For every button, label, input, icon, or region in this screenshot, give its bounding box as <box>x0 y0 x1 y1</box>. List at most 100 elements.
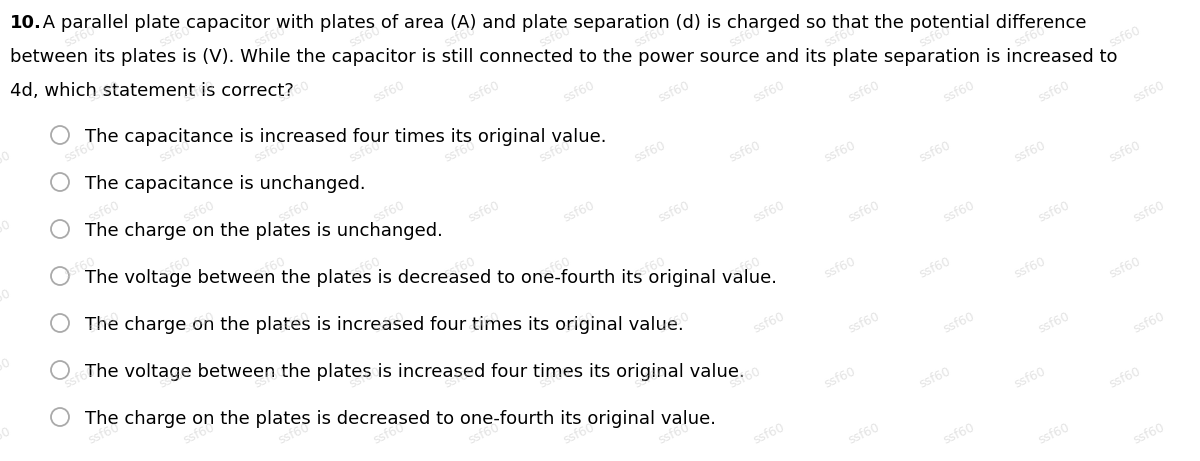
Text: ssf60: ssf60 <box>85 310 121 336</box>
Text: ssf60: ssf60 <box>181 420 216 446</box>
Text: ssf60: ssf60 <box>751 420 786 446</box>
Text: ssf60: ssf60 <box>632 24 668 50</box>
Text: ssf60: ssf60 <box>466 310 502 336</box>
Text: ssf60: ssf60 <box>822 24 858 50</box>
Text: ssf60: ssf60 <box>252 365 288 391</box>
Text: ssf60: ssf60 <box>85 199 121 225</box>
Text: ssf60: ssf60 <box>371 79 407 105</box>
Text: ssf60: ssf60 <box>560 79 596 105</box>
Text: ssf60: ssf60 <box>1130 79 1166 105</box>
Text: ssf60: ssf60 <box>181 199 216 225</box>
Text: ssf60: ssf60 <box>655 79 691 105</box>
Text: ssf60: ssf60 <box>442 365 478 391</box>
Text: 10.: 10. <box>10 14 42 32</box>
Text: ssf60: ssf60 <box>371 310 407 336</box>
Text: ssf60: ssf60 <box>538 254 572 280</box>
Text: ssf60: ssf60 <box>466 199 502 225</box>
Text: ssf60: ssf60 <box>1036 310 1072 336</box>
Text: ssf60: ssf60 <box>632 365 668 391</box>
Text: ssf60: ssf60 <box>846 310 881 336</box>
Text: The capacitance is increased four times its original value.: The capacitance is increased four times … <box>85 128 606 146</box>
Text: ssf60: ssf60 <box>941 79 977 105</box>
Text: ssf60: ssf60 <box>1012 24 1048 50</box>
Text: ssf60: ssf60 <box>538 365 572 391</box>
Text: ssf60: ssf60 <box>1130 310 1166 336</box>
Text: ssf60: ssf60 <box>751 79 786 105</box>
Text: ssf60: ssf60 <box>1036 420 1072 446</box>
Text: ssf60: ssf60 <box>1012 254 1048 280</box>
Text: ssf60: ssf60 <box>62 365 98 391</box>
Text: ssf60: ssf60 <box>157 139 193 165</box>
Text: The voltage between the plates is decreased to one-fourth its original value.: The voltage between the plates is decrea… <box>85 269 778 287</box>
Text: ssf60: ssf60 <box>157 365 193 391</box>
Text: ssf60: ssf60 <box>727 139 763 165</box>
Text: ssf60: ssf60 <box>466 79 502 105</box>
Text: ssf60: ssf60 <box>62 24 98 50</box>
Text: ssf60: ssf60 <box>1108 24 1142 50</box>
Text: ssf60: ssf60 <box>276 420 311 446</box>
Text: ssf60: ssf60 <box>181 79 216 105</box>
Text: ssf60: ssf60 <box>0 218 13 243</box>
Text: ssf60: ssf60 <box>560 199 596 225</box>
Text: ssf60: ssf60 <box>727 254 763 280</box>
Text: ssf60: ssf60 <box>727 24 763 50</box>
Text: ssf60: ssf60 <box>632 139 668 165</box>
Text: ssf60: ssf60 <box>846 79 881 105</box>
Text: ssf60: ssf60 <box>727 365 763 391</box>
Text: ssf60: ssf60 <box>252 254 288 280</box>
Text: ssf60: ssf60 <box>157 24 193 50</box>
Text: ssf60: ssf60 <box>466 420 502 446</box>
Text: ssf60: ssf60 <box>655 199 691 225</box>
Text: ssf60: ssf60 <box>85 79 121 105</box>
Text: ssf60: ssf60 <box>157 254 193 280</box>
Text: ssf60: ssf60 <box>941 420 977 446</box>
Text: ssf60: ssf60 <box>0 287 13 313</box>
Text: ssf60: ssf60 <box>941 310 977 336</box>
Text: ssf60: ssf60 <box>751 310 786 336</box>
Text: ssf60: ssf60 <box>1012 139 1048 165</box>
Text: ssf60: ssf60 <box>371 420 407 446</box>
Text: ssf60: ssf60 <box>276 199 311 225</box>
Text: ssf60: ssf60 <box>1036 199 1072 225</box>
Text: 4d, which statement is correct?: 4d, which statement is correct? <box>10 82 294 100</box>
Text: ssf60: ssf60 <box>85 420 121 446</box>
Text: ssf60: ssf60 <box>0 425 13 451</box>
Text: ssf60: ssf60 <box>846 199 881 225</box>
Text: ssf60: ssf60 <box>822 139 858 165</box>
Text: ssf60: ssf60 <box>538 24 572 50</box>
Text: ssf60: ssf60 <box>371 199 407 225</box>
Text: ssf60: ssf60 <box>442 24 478 50</box>
Text: ssf60: ssf60 <box>655 310 691 336</box>
Text: ssf60: ssf60 <box>0 148 13 174</box>
Text: ssf60: ssf60 <box>276 310 311 336</box>
Text: ssf60: ssf60 <box>538 139 572 165</box>
Text: ssf60: ssf60 <box>442 254 478 280</box>
Text: ssf60: ssf60 <box>560 310 596 336</box>
Text: ssf60: ssf60 <box>917 24 953 50</box>
Text: ssf60: ssf60 <box>822 365 858 391</box>
Text: ssf60: ssf60 <box>1130 199 1166 225</box>
Text: ssf60: ssf60 <box>0 356 13 382</box>
Text: ssf60: ssf60 <box>276 79 311 105</box>
Text: ssf60: ssf60 <box>347 139 383 165</box>
Text: ssf60: ssf60 <box>917 254 953 280</box>
Text: The charge on the plates is unchanged.: The charge on the plates is unchanged. <box>85 222 443 240</box>
Text: The charge on the plates is decreased to one-fourth its original value.: The charge on the plates is decreased to… <box>85 410 716 428</box>
Text: between its plates is (V). While the capacitor is still connected to the power s: between its plates is (V). While the cap… <box>10 48 1117 66</box>
Text: ssf60: ssf60 <box>1012 365 1048 391</box>
Text: ssf60: ssf60 <box>1108 254 1142 280</box>
Text: A parallel plate capacitor with plates of area (A) and plate separation (d) is c: A parallel plate capacitor with plates o… <box>37 14 1086 32</box>
Text: ssf60: ssf60 <box>941 199 977 225</box>
Text: ssf60: ssf60 <box>442 139 478 165</box>
Text: ssf60: ssf60 <box>347 254 383 280</box>
Text: ssf60: ssf60 <box>917 139 953 165</box>
Text: ssf60: ssf60 <box>62 139 98 165</box>
Text: ssf60: ssf60 <box>252 139 288 165</box>
Text: ssf60: ssf60 <box>1130 420 1166 446</box>
Text: ssf60: ssf60 <box>632 254 668 280</box>
Text: ssf60: ssf60 <box>917 365 953 391</box>
Text: ssf60: ssf60 <box>560 420 596 446</box>
Text: ssf60: ssf60 <box>347 24 383 50</box>
Text: ssf60: ssf60 <box>822 254 858 280</box>
Text: ssf60: ssf60 <box>252 24 288 50</box>
